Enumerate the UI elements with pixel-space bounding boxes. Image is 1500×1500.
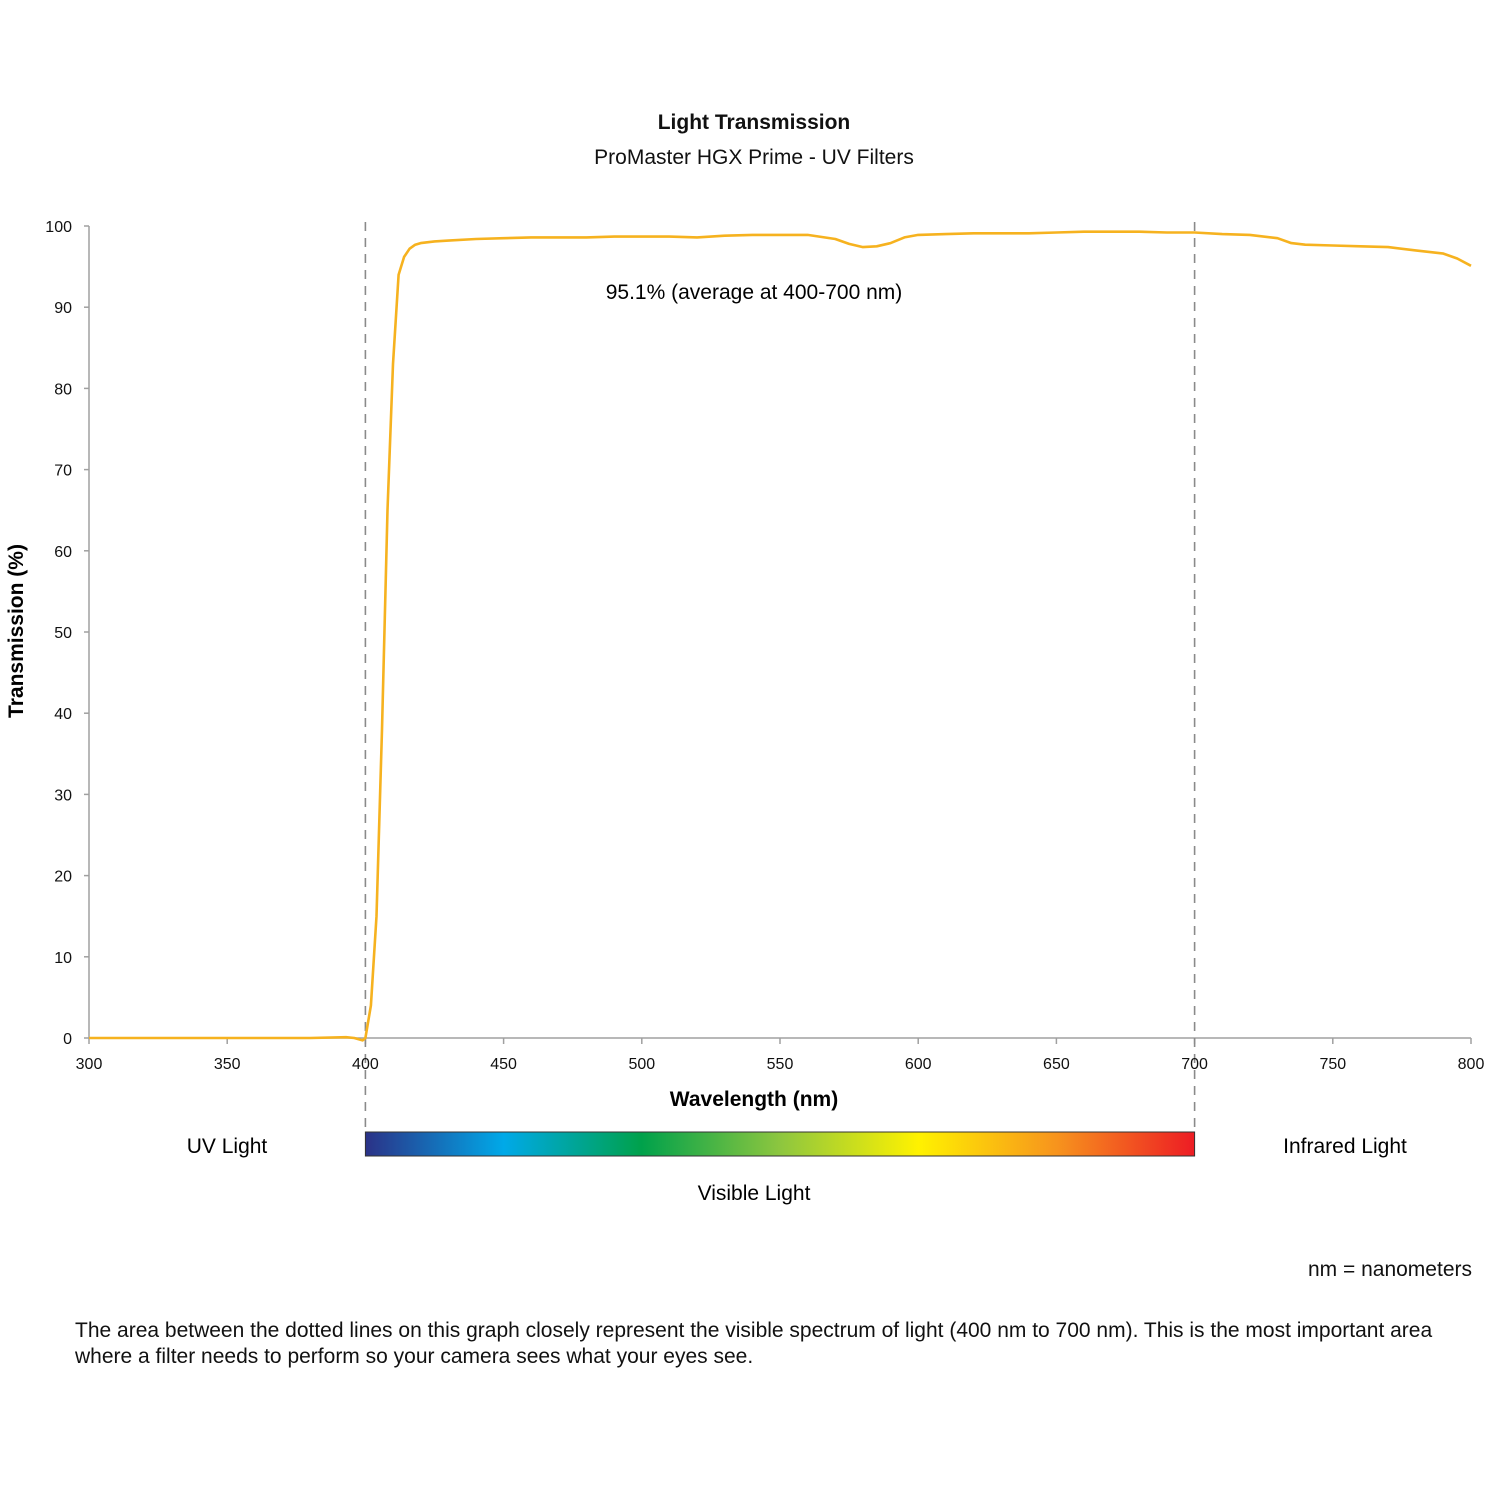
y-tick-label: 90: [54, 300, 72, 317]
x-tick-label: 500: [628, 1056, 655, 1073]
infrared-light-label: Infrared Light: [1283, 1135, 1407, 1158]
tick-labels: 0 10 20 30 40 50 60 70 80 90 100 300 350 400 450 500 550…: [45, 219, 1484, 1073]
uv-light-label: UV Light: [187, 1135, 268, 1158]
chart-title: Light Transmission: [657, 111, 851, 134]
y-tick-label: 0: [63, 1031, 72, 1048]
y-tick-label: 40: [54, 706, 72, 723]
x-tick-label: 650: [1043, 1056, 1070, 1073]
average-annotation: 95.1% (average at 400-700 nm): [606, 281, 903, 304]
visible-spectrum-bar: [364, 1131, 1196, 1157]
y-tick-label: 50: [54, 625, 72, 642]
visible-light-label: Visible Light: [698, 1182, 811, 1205]
x-tick-label: 800: [1458, 1056, 1485, 1073]
axes: [84, 225, 1472, 1044]
x-tick-label: 450: [490, 1056, 517, 1073]
unit-note: nm = nanometers: [1307, 1258, 1472, 1281]
x-tick-label: 600: [905, 1056, 932, 1073]
chart-description: The area between the dotted lines on thi…: [75, 1319, 1433, 1368]
plot-area: [89, 230, 1472, 1042]
y-tick-label: 60: [54, 544, 72, 561]
x-axis-label: Wavelength (nm): [670, 1088, 838, 1111]
x-tick-label: 700: [1181, 1056, 1208, 1073]
x-tick-label: 550: [767, 1056, 794, 1073]
y-tick-label: 80: [54, 381, 72, 398]
y-tick-label: 70: [54, 463, 72, 480]
y-tick-label: 10: [54, 950, 72, 967]
chart-subtitle: ProMaster HGX Prime - UV Filters: [594, 146, 914, 169]
x-tick-label: 350: [214, 1056, 241, 1073]
y-tick-label: 30: [54, 787, 72, 804]
y-axis-label: Transmission (%): [5, 544, 28, 718]
x-tick-label: 400: [352, 1056, 379, 1073]
x-tick-label: 750: [1319, 1056, 1346, 1073]
y-tick-label: 20: [54, 869, 72, 886]
transmission-line: [89, 230, 1472, 1042]
x-tick-label: 300: [76, 1056, 103, 1073]
y-tick-label: 100: [45, 219, 72, 236]
transmission-chart: 0 10 20 30 40 50 60 70 80 90 100 300 350 400 450 500 550…: [5, 219, 1484, 1205]
reference-lines: [364, 222, 1196, 1133]
